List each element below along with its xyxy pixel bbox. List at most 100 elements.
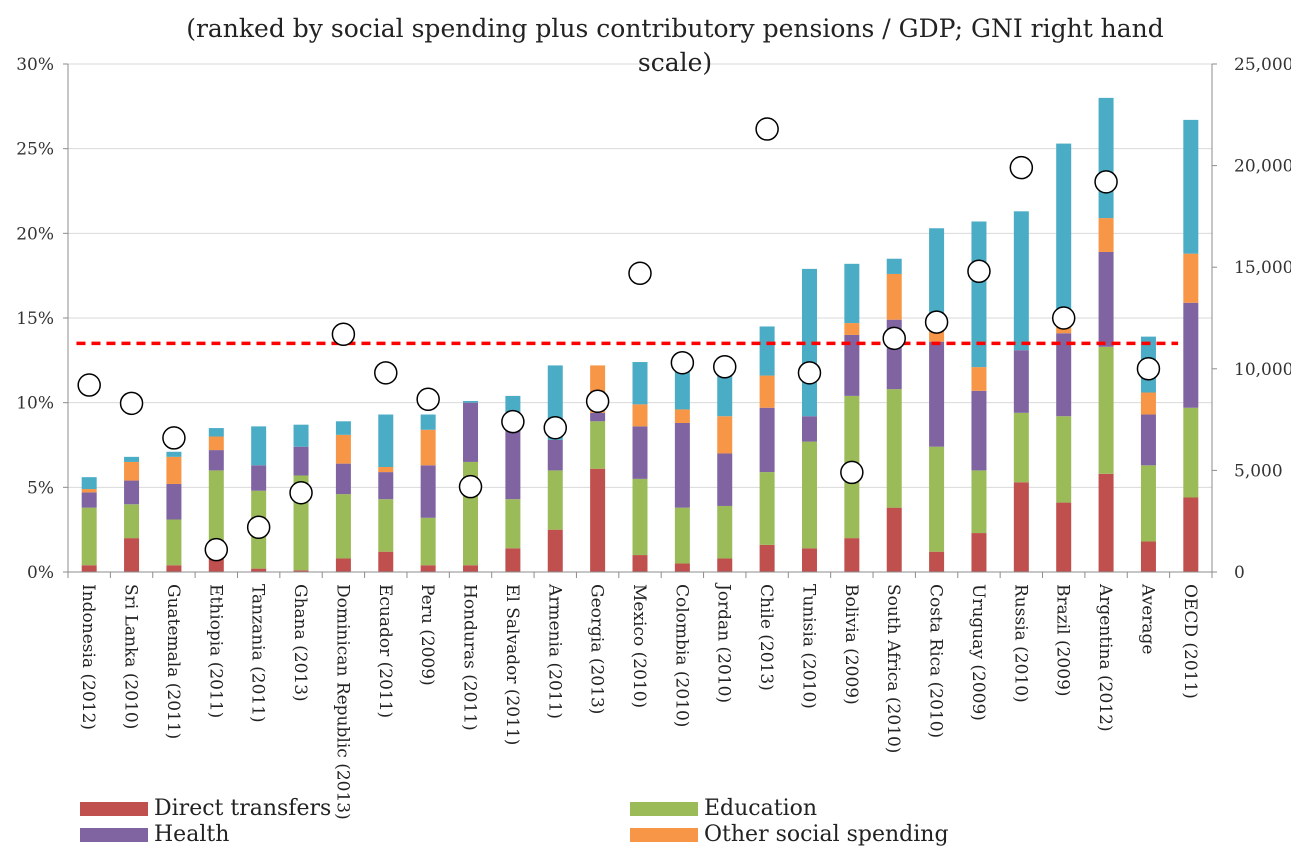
bar-segment-direct-transfers	[1098, 473, 1114, 572]
category-label: Russia (2010)	[1010, 584, 1030, 703]
gni-marker	[1051, 306, 1076, 330]
bar-segment-health	[547, 439, 563, 471]
gni-marker	[967, 259, 991, 284]
bar-segment-direct-transfers	[1056, 502, 1072, 572]
y2-tick-label: 25,000	[1234, 55, 1291, 75]
category-label: Brazil (2009)	[1053, 584, 1073, 697]
gni-marker	[585, 389, 610, 414]
gni-markers	[77, 117, 1161, 562]
gni-marker	[246, 515, 271, 540]
category-label: Dominican Republic (2013)	[332, 584, 352, 820]
bar-segment-direct-transfers	[505, 548, 521, 572]
bar-segment-pensions	[166, 451, 182, 457]
bar-segment-pensions	[378, 414, 394, 468]
bar-segment-other-social-spending	[844, 323, 860, 335]
bar-segment-education	[1098, 346, 1114, 474]
gni-marker	[1136, 357, 1161, 381]
bar-segment-other-social-spending	[208, 436, 224, 451]
bar-segment-pensions	[420, 414, 436, 430]
bar-segment-direct-transfers	[251, 568, 267, 572]
bar-segment-other-social-spending	[886, 273, 902, 320]
bar-segment-education	[547, 470, 563, 530]
category-labels: Indonesia (2012) Sri Lanka (2010) Guatemal…	[78, 582, 1200, 820]
gni-marker	[204, 537, 229, 562]
right-axis-ticks: 0 5,000 10,000 15,000 20,000 25,000	[1234, 55, 1291, 583]
y-tick-label: 0%	[27, 563, 54, 583]
y-tick-label: 20%	[16, 224, 54, 244]
gni-marker	[458, 474, 483, 499]
bar-segment-direct-transfers	[717, 558, 733, 572]
bar-segment-pensions	[1056, 143, 1072, 322]
bar-segment-health	[801, 416, 817, 442]
category-label: Jordan (2010)	[714, 582, 734, 703]
bar-segment-education	[335, 494, 351, 559]
category-label: Ghana (2013)	[290, 584, 310, 702]
bar-segment-direct-transfers	[801, 548, 817, 572]
bar-segment-other-social-spending	[124, 461, 140, 481]
bar-segment-health	[1098, 251, 1114, 347]
gni-marker	[882, 326, 906, 351]
bar-segment-other-social-spending	[929, 331, 945, 342]
gni-marker	[924, 310, 949, 334]
bar-segment-other-social-spending	[1098, 218, 1114, 252]
bars	[81, 97, 1199, 572]
bar-segment-other-social-spending	[971, 367, 987, 391]
bar-segment-health	[1013, 350, 1029, 413]
gni-marker	[1009, 155, 1034, 180]
gni-marker	[712, 355, 737, 379]
bar-segment-direct-transfers	[124, 538, 140, 572]
bar-segment-direct-transfers	[929, 551, 945, 572]
bar-segment-pensions	[929, 228, 945, 332]
bar-segment-health	[590, 412, 606, 422]
category-label: Argentina (2012)	[1095, 583, 1115, 732]
category-label: South Africa (2010)	[883, 584, 903, 753]
bar-segment-education	[632, 478, 648, 556]
bar-segment-health	[251, 465, 267, 491]
bar-segment-direct-transfers	[378, 551, 394, 572]
bar-segment-education	[166, 519, 182, 566]
category-label: Mexico (2010)	[629, 584, 649, 708]
bar-segment-education	[81, 507, 97, 566]
bar-segment-education	[929, 446, 945, 552]
bar-segment-health	[293, 446, 309, 476]
gni-marker	[162, 426, 186, 450]
y-tick-label: 10%	[16, 394, 54, 414]
gni-marker	[501, 409, 525, 434]
bar-segment-education	[378, 499, 394, 552]
bar-segment-health	[674, 422, 690, 508]
bar-segment-direct-transfers	[1183, 497, 1199, 572]
y-tick-label: 25%	[16, 140, 54, 160]
bar-segment-health	[81, 492, 97, 508]
gni-marker	[77, 373, 101, 397]
bar-segment-pensions	[124, 456, 140, 462]
bar-segment-education	[1013, 412, 1029, 483]
bar-segment-health	[463, 402, 479, 462]
bar-segment-education	[505, 499, 521, 549]
y2-tick-label: 20,000	[1234, 157, 1291, 177]
bar-segment-health	[505, 429, 521, 500]
category-label: Chile (2013)	[756, 584, 776, 691]
bar-segment-health	[335, 463, 351, 495]
category-label: Indonesia (2012)	[78, 584, 98, 730]
y2-tick-label: 15,000	[1234, 258, 1291, 278]
bar-segment-other-social-spending	[1183, 253, 1199, 303]
gni-marker	[797, 361, 822, 385]
bar-segment-direct-transfers	[335, 558, 351, 572]
bar-segment-pensions	[335, 421, 351, 435]
category-label: Armenia (2011)	[544, 583, 564, 719]
bar-segment-pensions	[81, 477, 97, 490]
gni-marker	[374, 361, 398, 385]
bar-segment-pensions	[971, 221, 987, 368]
y-tick-label: 30%	[16, 55, 54, 75]
bar-segment-health	[1183, 302, 1199, 408]
gni-marker	[840, 460, 864, 485]
bar-segment-direct-transfers	[674, 563, 690, 572]
bar-segment-pensions	[632, 362, 648, 405]
y2-tick-label: 10,000	[1234, 360, 1291, 380]
bar-segment-direct-transfers	[1140, 541, 1156, 572]
bar-segment-health	[971, 390, 987, 471]
category-label: El Salvador (2011)	[502, 584, 522, 745]
bar-segment-direct-transfers	[547, 529, 563, 572]
gni-marker	[416, 387, 440, 412]
bar-segment-health	[166, 483, 182, 520]
